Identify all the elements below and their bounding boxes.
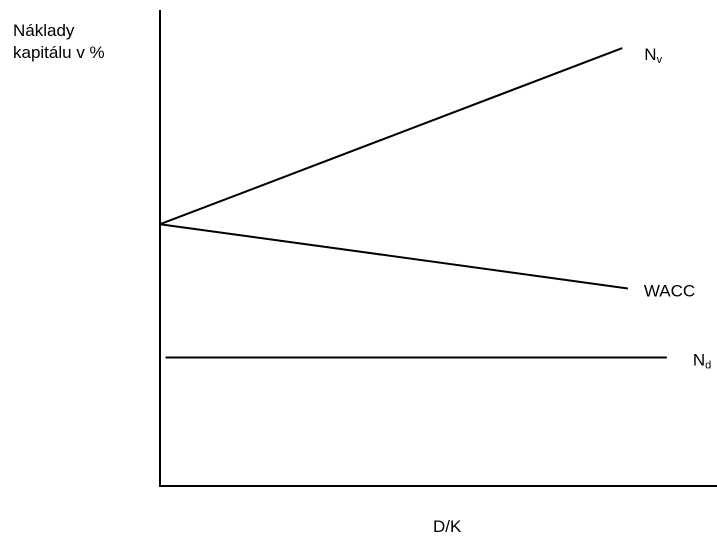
x-axis-label: D/K <box>433 517 462 536</box>
y-axis-label-line-1: Náklady <box>13 21 75 40</box>
series-label-wacc: WACC <box>644 281 695 300</box>
series-label-nv-subscript: v <box>657 54 663 66</box>
series-label-nd-main: N <box>693 350 705 369</box>
series-label-nd-subscript: d <box>705 359 711 371</box>
series-label-nv: Nv <box>644 45 662 66</box>
series-line-nv <box>159 47 623 226</box>
y-axis-label-line-2: kapitálu v % <box>13 43 105 62</box>
y-axis-label: Náklady kapitálu v % <box>13 20 105 64</box>
series-label-nv-main: N <box>644 45 656 64</box>
series-line-wacc <box>159 223 629 290</box>
series-label-wacc-main: WACC <box>644 281 695 300</box>
series-label-nd: Nd <box>693 350 711 371</box>
series-layer: Nv WACC Nd <box>159 45 711 371</box>
